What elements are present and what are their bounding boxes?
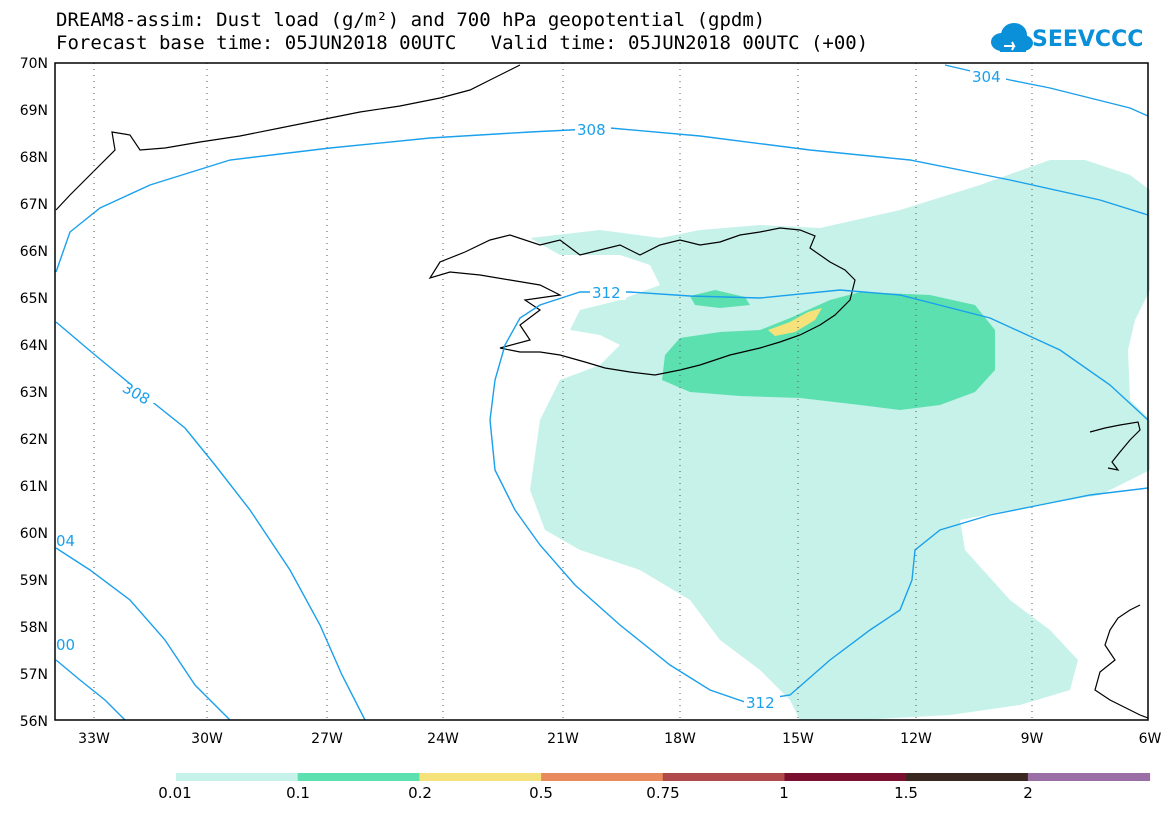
lat-label: 57N bbox=[20, 667, 48, 683]
coastline-greenland bbox=[55, 64, 521, 211]
colorbar-segment bbox=[419, 773, 542, 781]
colorbar-segment bbox=[1027, 773, 1151, 781]
colorbar-label: 2 bbox=[1023, 784, 1033, 802]
colorbar-segment bbox=[541, 773, 664, 781]
colorbar-segment bbox=[662, 773, 785, 781]
map-title-line-1: DREAM8-assim: Dust load (g/m²) and 700 h… bbox=[56, 9, 766, 31]
dust-field-01 bbox=[662, 290, 995, 410]
map-title-line-2: Forecast base time: 05JUN2018 00UTC Vali… bbox=[56, 32, 869, 54]
colorbar-label: 0.75 bbox=[646, 784, 680, 802]
lat-label: 60N bbox=[20, 526, 48, 542]
colorbar-label: 0.5 bbox=[529, 784, 553, 802]
contour-label-304-edge: 04 bbox=[56, 532, 75, 550]
lat-label: 68N bbox=[20, 150, 48, 166]
latitude-axis: 70N 69N 68N 67N 66N 65N 64N 63N 62N 61N … bbox=[20, 56, 48, 730]
lon-label: 15W bbox=[782, 731, 814, 747]
colorbar-segment bbox=[784, 773, 907, 781]
contour-312 bbox=[489, 289, 1149, 703]
coastline-iceland bbox=[428, 227, 856, 376]
lat-label: 70N bbox=[20, 56, 48, 72]
lat-label: 64N bbox=[20, 338, 48, 354]
contour-300 bbox=[55, 659, 126, 721]
cloud-icon bbox=[991, 23, 1033, 52]
lon-label: 30W bbox=[191, 731, 223, 747]
lat-label: 69N bbox=[20, 103, 48, 119]
coastline-faroe bbox=[1089, 421, 1141, 471]
colorbar bbox=[176, 773, 1151, 781]
dust-field-02 bbox=[768, 308, 822, 336]
lon-label: 9W bbox=[1021, 731, 1044, 747]
colorbar-label: 1.5 bbox=[894, 784, 918, 802]
lat-label: 63N bbox=[20, 385, 48, 401]
contour-label-300-edge: 00 bbox=[56, 636, 75, 654]
contour-label-312-south: 312 bbox=[746, 694, 775, 712]
colorbar-label: 0.2 bbox=[408, 784, 432, 802]
map-frame bbox=[54, 62, 1149, 721]
lon-label: 33W bbox=[78, 731, 110, 747]
colorbar-label: 1 bbox=[779, 784, 789, 802]
lon-label: 27W bbox=[311, 731, 343, 747]
contour-label-304: 304 bbox=[972, 68, 1001, 86]
colorbar-segment bbox=[297, 773, 420, 781]
lat-label: 61N bbox=[20, 479, 48, 495]
colorbar-segment bbox=[176, 773, 299, 781]
lat-label: 67N bbox=[20, 197, 48, 213]
lon-label: 12W bbox=[900, 731, 932, 747]
lon-label: 6W bbox=[1139, 731, 1162, 747]
lat-label: 65N bbox=[20, 291, 48, 307]
contour-labels: 304 308 308 312 312 04 00 bbox=[56, 68, 1006, 712]
lon-label: 21W bbox=[547, 731, 579, 747]
lat-label: 59N bbox=[20, 573, 48, 589]
lat-label: 58N bbox=[20, 620, 48, 636]
lat-label: 62N bbox=[20, 432, 48, 448]
contour-308-south bbox=[55, 321, 366, 721]
colorbar-label: 0.1 bbox=[286, 784, 310, 802]
contour-label-308-north: 308 bbox=[577, 121, 606, 139]
contour-label-312-north: 312 bbox=[592, 284, 621, 302]
lat-label: 56N bbox=[20, 714, 48, 730]
logo-text: SEEVCCC bbox=[1032, 27, 1144, 52]
lon-label: 18W bbox=[664, 731, 696, 747]
colorbar-label: 0.01 bbox=[158, 784, 192, 802]
longitude-axis: 33W 30W 27W 24W 21W 18W 15W 12W 9W 6W bbox=[78, 731, 1161, 747]
contour-308-north bbox=[55, 127, 1149, 273]
colorbar-segment bbox=[906, 773, 1029, 781]
coastline-scotland bbox=[1094, 604, 1149, 719]
contour-label-308-south: 308 bbox=[119, 379, 153, 409]
lon-label: 24W bbox=[427, 731, 459, 747]
lat-label: 66N bbox=[20, 244, 48, 260]
contour-304-south bbox=[55, 547, 231, 721]
seevccc-logo: SEEVCCC bbox=[990, 18, 1144, 60]
dust-field-001 bbox=[530, 160, 1150, 720]
